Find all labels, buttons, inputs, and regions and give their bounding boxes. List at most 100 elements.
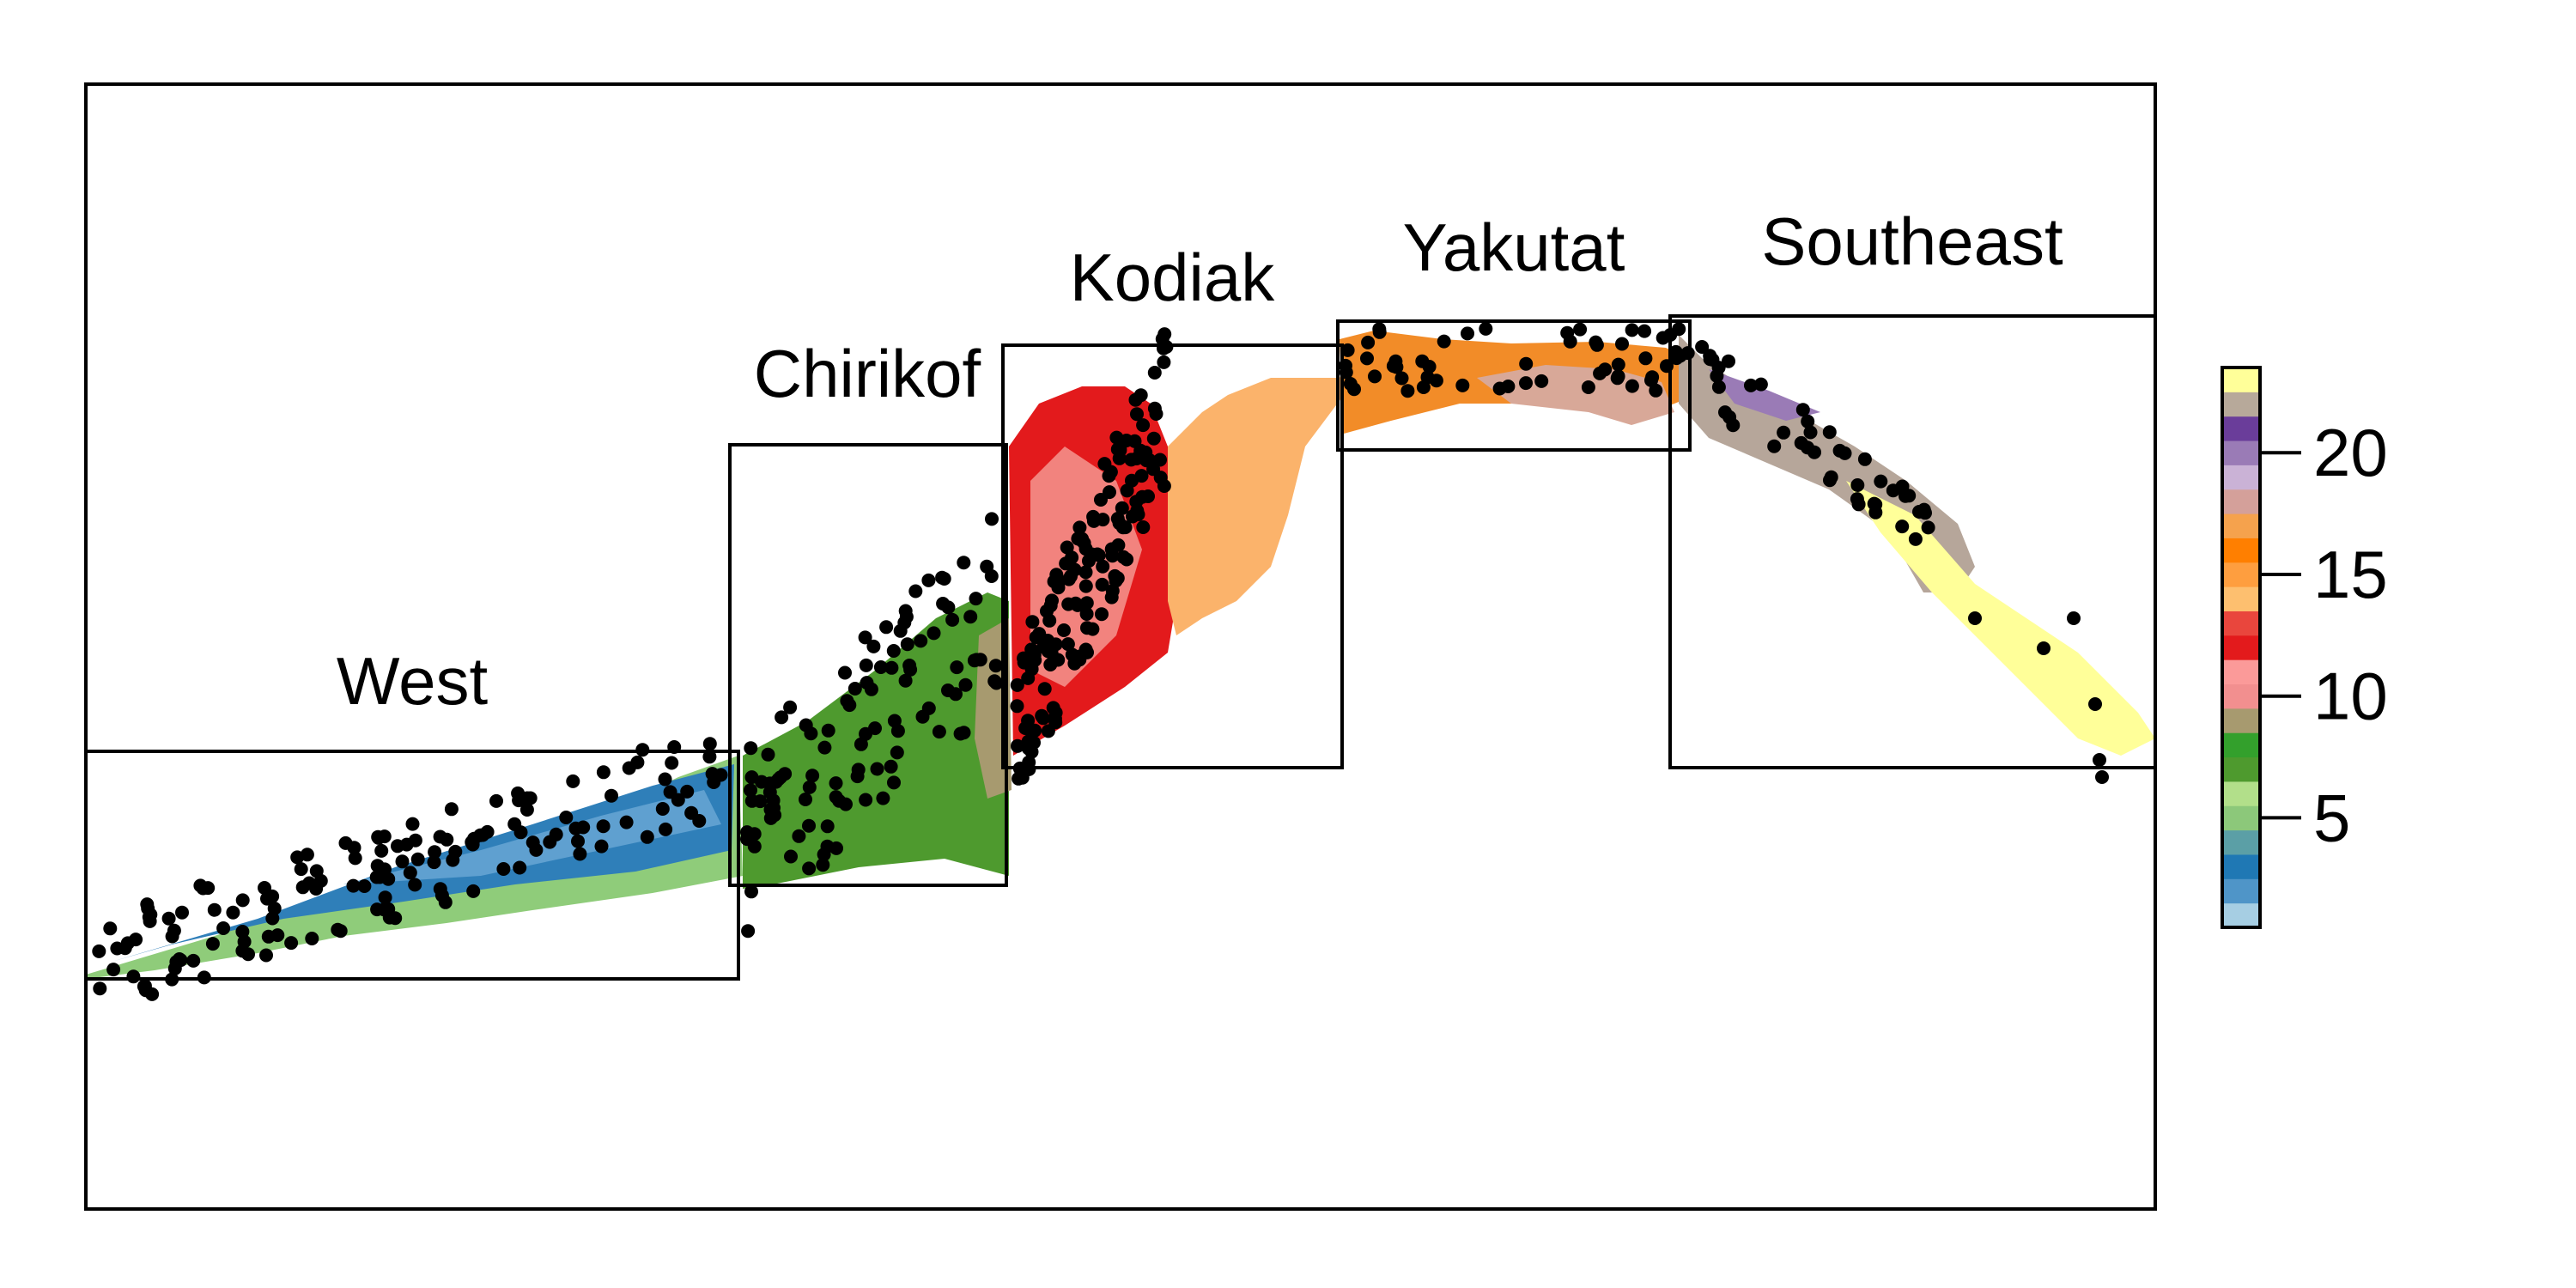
- survey-point: [1921, 520, 1935, 535]
- survey-point: [265, 911, 280, 926]
- survey-point: [1035, 708, 1049, 723]
- survey-point: [1726, 418, 1741, 433]
- survey-point: [744, 770, 759, 785]
- survey-point: [937, 572, 951, 586]
- survey-point: [945, 612, 960, 627]
- legend-swatch: [2222, 368, 2260, 392]
- region-box-chirikof: [728, 443, 1008, 887]
- legend-tick-label: 5: [2313, 780, 2350, 855]
- survey-point: [1710, 368, 1724, 383]
- survey-point: [1645, 370, 1660, 385]
- survey-point: [388, 911, 403, 926]
- survey-point: [1042, 613, 1057, 628]
- survey-point: [1130, 407, 1144, 422]
- survey-point: [859, 658, 873, 672]
- survey-point: [1822, 425, 1837, 440]
- survey-point: [659, 822, 673, 836]
- survey-point: [167, 923, 181, 938]
- survey-point: [799, 793, 812, 806]
- survey-point: [1136, 418, 1151, 433]
- survey-point: [1105, 549, 1120, 563]
- survey-point: [1102, 469, 1116, 483]
- survey-point: [839, 797, 853, 811]
- survey-point: [1360, 351, 1374, 366]
- survey-point: [936, 597, 951, 611]
- survey-point: [1461, 326, 1474, 341]
- survey-point: [775, 710, 789, 725]
- survey-point: [305, 932, 319, 945]
- survey-point: [1027, 647, 1042, 662]
- survey-point: [489, 793, 503, 808]
- survey-point: [1010, 677, 1024, 692]
- survey-point: [1649, 383, 1663, 398]
- survey-point: [1455, 378, 1470, 392]
- survey-point: [1479, 321, 1493, 336]
- survey-point: [850, 769, 865, 784]
- survey-point: [186, 953, 201, 968]
- survey-point: [2093, 753, 2106, 767]
- survey-point: [374, 843, 389, 858]
- survey-point: [300, 848, 314, 862]
- survey-point: [235, 925, 250, 939]
- survey-point: [1128, 392, 1143, 407]
- survey-point: [1080, 645, 1094, 659]
- survey-point: [1625, 323, 1639, 337]
- legend-swatch: [2222, 683, 2260, 709]
- survey-point: [763, 811, 778, 825]
- survey-point: [747, 839, 762, 854]
- survey-point: [205, 937, 220, 951]
- survey-point: [870, 762, 884, 776]
- survey-point: [1079, 596, 1094, 611]
- survey-point: [1126, 509, 1139, 524]
- survey-point: [1095, 577, 1109, 592]
- survey-point: [1895, 479, 1910, 494]
- survey-point: [1429, 374, 1443, 388]
- legend-swatch: [2222, 878, 2260, 904]
- survey-point: [235, 893, 250, 908]
- survey-point: [1065, 647, 1079, 662]
- survey-point: [1625, 379, 1639, 393]
- field-southeast-purple: [1709, 369, 1820, 421]
- survey-point: [840, 694, 854, 708]
- survey-point: [1850, 492, 1864, 507]
- survey-point: [783, 700, 798, 714]
- survey-point: [658, 772, 672, 787]
- survey-point: [957, 556, 971, 570]
- survey-point: [963, 610, 978, 624]
- survey-point: [988, 659, 1003, 673]
- survey-point: [1968, 611, 1982, 625]
- legend-swatch: [2222, 513, 2260, 538]
- survey-point: [702, 737, 717, 751]
- survey-point: [377, 902, 392, 917]
- survey-point: [1680, 346, 1695, 361]
- survey-point: [1011, 738, 1024, 753]
- legend-swatch: [2222, 465, 2260, 490]
- survey-point: [1142, 453, 1157, 467]
- survey-point: [1589, 335, 1603, 349]
- survey-point: [2088, 697, 2102, 711]
- legend-swatch: [2222, 440, 2260, 465]
- survey-point: [821, 723, 835, 738]
- survey-point: [466, 884, 481, 898]
- survey-point: [866, 639, 881, 653]
- survey-point: [932, 725, 946, 739]
- survey-point: [371, 830, 386, 845]
- survey-point: [519, 803, 534, 817]
- survey-point: [1078, 579, 1093, 593]
- survey-point: [529, 842, 544, 857]
- survey-point: [1037, 682, 1052, 696]
- region-label-kodiak: Kodiak: [1070, 240, 1275, 315]
- legend-swatch: [2222, 562, 2260, 587]
- legend-swatch: [2222, 708, 2260, 733]
- survey-point: [848, 682, 862, 696]
- survey-point: [1049, 568, 1064, 582]
- survey-point: [1048, 715, 1063, 730]
- survey-point: [1534, 374, 1549, 388]
- legend-ticks: 5 10 15 20: [2260, 415, 2388, 855]
- field-kodiak-orange: [1168, 361, 1357, 635]
- survey-point: [465, 837, 480, 852]
- survey-point: [816, 858, 830, 872]
- survey-point: [1857, 452, 1872, 466]
- legend-swatch: [2222, 756, 2260, 782]
- survey-point: [1046, 701, 1060, 715]
